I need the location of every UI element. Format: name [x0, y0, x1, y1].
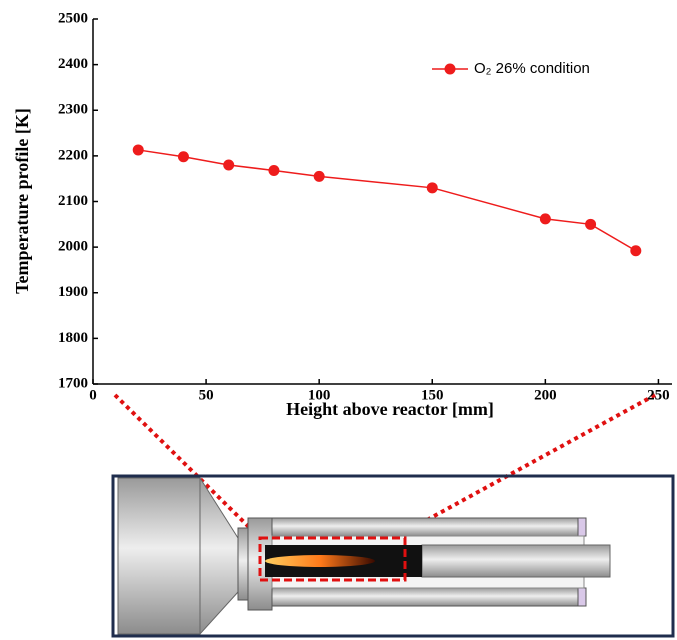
- x-tick-label: 100: [308, 387, 331, 403]
- line: [138, 149, 637, 252]
- x-tick-label: 250: [647, 387, 670, 403]
- x-tick-label: 150: [421, 387, 444, 403]
- point: [177, 151, 189, 163]
- x-tick-label: 0: [89, 387, 97, 403]
- legend-marker: [444, 63, 456, 75]
- y-tick-label: 1800: [58, 330, 88, 346]
- y-tick-label: 2000: [58, 239, 88, 255]
- x-axis-title: Height above reactor [mm]: [286, 399, 494, 419]
- y-tick-label: 2500: [58, 10, 88, 26]
- legend-text: O₂ 26% condition: [474, 60, 590, 77]
- point: [223, 159, 235, 171]
- x-tick-label: 50: [199, 387, 214, 403]
- x-tick-label: 200: [534, 387, 557, 403]
- y-tick-label: 2300: [58, 102, 88, 118]
- point: [426, 182, 438, 194]
- point: [585, 218, 597, 230]
- y-tick-label: 2100: [58, 193, 88, 209]
- y-tick-label: 1900: [58, 284, 88, 300]
- y-tick-label: 2200: [58, 147, 88, 163]
- reactor-diagram: [111, 393, 675, 638]
- y-tick-label: 2400: [58, 56, 88, 72]
- point: [313, 170, 325, 182]
- y-axis-title: Temperature profile [K]: [12, 108, 32, 294]
- point: [268, 164, 280, 176]
- y-tick-label: 1700: [58, 375, 88, 391]
- point: [539, 213, 551, 225]
- point: [132, 144, 144, 156]
- point: [630, 245, 642, 257]
